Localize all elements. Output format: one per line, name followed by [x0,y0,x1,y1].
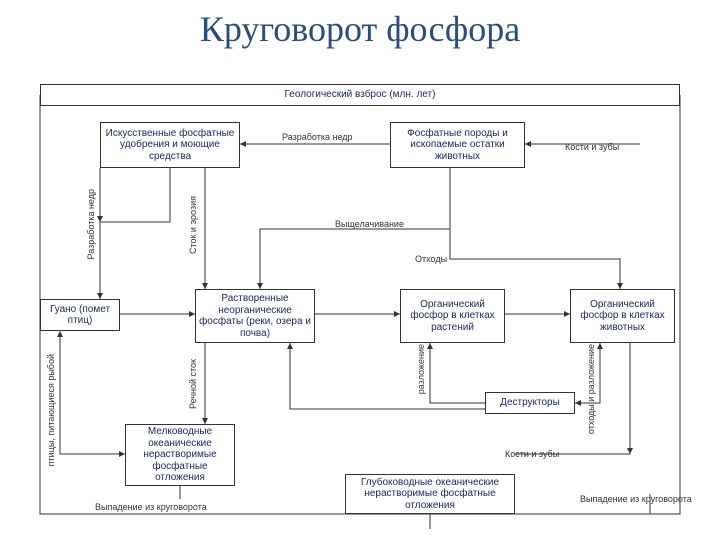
node-plants: Органический фосфор в клетках растений [400,289,505,343]
vlabel-stok_eroz: Сток и эрозия [188,196,198,254]
node-dissolved: Растворенные неорганические фосфаты (рек… [195,289,315,343]
node-rocks: Фосфатные породы и ископаемые остатки жи… [390,122,525,168]
vlabel-razlozh1: разложение [416,344,426,394]
node-deep: Глубоководные океанические нерастворимые… [345,474,515,514]
node-shallow: Мелководные океанические нерастворимые ф… [125,424,235,486]
vlabel-birds: птицы, питающиеся рыбой [46,354,56,466]
node-animals: Органический фосфор в клетках животных [570,289,675,343]
label-waste: Отходы [415,254,447,264]
node-geo: Геологический взброс (млн. лет) [40,84,680,106]
vlabel-rechnoi: Речной сток [188,359,198,409]
vlabel-razlozh2: отходы и разложение [586,344,596,434]
node-fert: Искусственные фосфатные удобрения и моющ… [100,122,240,168]
edge-3 [100,168,170,299]
label-loss2: Выпадение из круговорота [580,494,692,504]
edge-13 [290,343,485,409]
label-leach: Выщелачивание [335,219,404,229]
label-razrab: Разработка недр [282,132,353,142]
label-loss1: Выпадение из круговорота [95,502,207,512]
edge-15 [60,331,125,454]
node-destruct: Деструкторы [485,392,575,414]
vlabel-razrab2: Разработка недр [86,189,96,260]
phosphorus-cycle-diagram: Геологический взброс (млн. лет) Искусстве… [10,54,710,534]
edge-7 [450,229,620,289]
label-bones2: Кости и зубы [505,449,559,459]
label-bones1: Кости и зубы [565,142,619,152]
page-title: Круговорот фосфора [0,0,720,54]
node-guano: Гуано (помет птиц) [40,299,120,331]
